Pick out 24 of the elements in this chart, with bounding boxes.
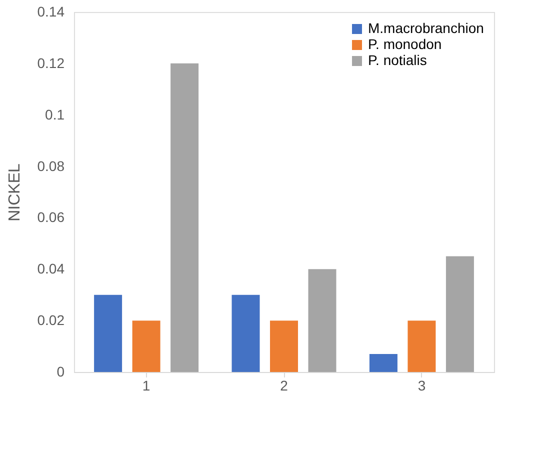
bar	[369, 354, 398, 372]
bar	[132, 320, 160, 372]
y-tick-label: 0.02	[37, 312, 65, 328]
bar	[446, 256, 474, 372]
y-tick-label: 0.08	[37, 158, 65, 174]
y-tick-label: 0	[56, 364, 65, 380]
bar	[308, 269, 336, 372]
y-tick-label: 0.12	[37, 54, 65, 71]
legend-label: P. notialis	[368, 52, 427, 68]
bar	[232, 294, 260, 372]
x-tick-label: 2	[280, 378, 288, 394]
bar	[170, 63, 199, 372]
y-tick-label: 0.14	[37, 4, 65, 20]
y-axis-title: NICKEL	[6, 164, 24, 222]
x-tick-label: 1	[142, 378, 150, 394]
legend-label: P. monodon	[368, 36, 442, 52]
x-tick-label: 3	[418, 378, 426, 394]
bar	[94, 294, 122, 372]
y-tick-label: 0.04	[37, 260, 65, 277]
bar	[408, 320, 436, 372]
legend-label: M.macrobranchion	[368, 20, 484, 36]
bar	[270, 320, 298, 372]
y-tick-label: 0.1	[45, 106, 65, 122]
y-tick-label: 0.06	[37, 209, 65, 226]
